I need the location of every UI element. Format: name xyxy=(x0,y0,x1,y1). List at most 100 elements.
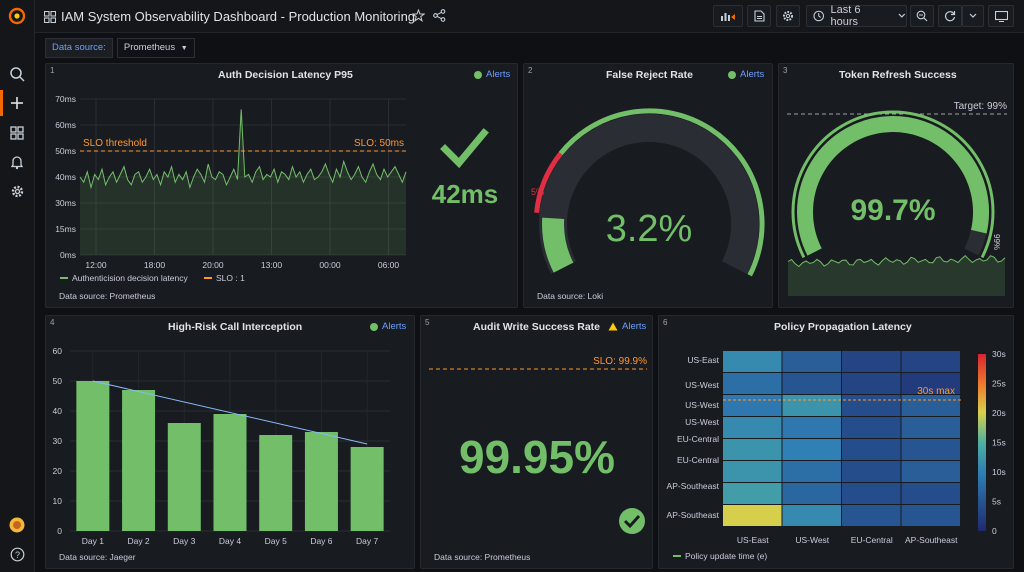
heatmap-cell xyxy=(901,395,960,416)
panel-title[interactable]: High-Risk Call Interception xyxy=(168,321,303,333)
alerts-label: Alerts xyxy=(382,321,407,332)
x-tick-label: 18:00 xyxy=(144,260,166,270)
panel-alerts[interactable]: Alerts xyxy=(728,69,764,80)
scale-tick-label: 0 xyxy=(992,526,997,536)
data-source-label: Data source: Loki xyxy=(537,291,604,301)
add-panel-button[interactable] xyxy=(713,5,743,27)
y-tick-label: 60 xyxy=(53,346,63,356)
gauge-threshold-label: 5% xyxy=(531,187,544,197)
alerts-label: Alerts xyxy=(622,321,647,332)
sparkline-line xyxy=(787,255,1006,268)
panel-high-risk[interactable]: 4 High-Risk Call Interception Alerts 0 10… xyxy=(45,315,415,569)
datasource-variable-value: Prometheus xyxy=(123,42,176,53)
y-tick-label: 10 xyxy=(53,496,63,506)
success-check-icon xyxy=(619,508,645,534)
tv-mode-button[interactable] xyxy=(988,5,1014,27)
scale-tick-label: 25s xyxy=(992,379,1006,389)
avatar[interactable] xyxy=(8,516,26,534)
bar xyxy=(122,390,156,531)
heatmap-cell xyxy=(723,395,782,416)
panel-title[interactable]: Auth Decision Latency P95 xyxy=(218,69,353,81)
top-navbar: IAM System Observability Dashboard - Pro… xyxy=(35,0,1024,33)
panel-audit-write[interactable]: 5 Audit Write Success Rate Alerts SLO: 9… xyxy=(420,315,653,569)
column-label: EU-Central xyxy=(851,535,893,545)
legend-label: Policy update time (e) xyxy=(685,551,767,561)
refresh-button[interactable] xyxy=(938,5,962,27)
dashboard-title[interactable]: IAM System Observability Dashboard - Pro… xyxy=(61,9,416,24)
heatmap-cell xyxy=(723,505,782,526)
heatmap-cell xyxy=(782,373,841,394)
bar xyxy=(350,447,384,531)
y-tick-label: 50 xyxy=(53,376,63,386)
time-range-picker[interactable]: Last 6 hours xyxy=(806,4,907,28)
bar xyxy=(213,414,247,531)
heatmap-cell xyxy=(901,461,960,482)
gauge-side-label: 99% xyxy=(992,234,1001,250)
search-icon[interactable] xyxy=(8,65,26,83)
datasource-variable-select[interactable]: Prometheus ▼ xyxy=(116,38,195,58)
grafana-logo-icon[interactable] xyxy=(8,7,26,25)
panel-title[interactable]: False Reject Rate xyxy=(606,69,693,81)
panel-false-reject[interactable]: 2 False Reject Rate Alerts 5% 3.2% Data … xyxy=(523,63,773,308)
share-icon[interactable] xyxy=(433,9,446,27)
panel-number: 2 xyxy=(528,66,533,75)
heatmap-cell xyxy=(842,417,901,438)
alerts-label: Alerts xyxy=(486,69,511,80)
heatmap-cell xyxy=(782,351,841,372)
panel-alerts[interactable]: Alerts xyxy=(608,321,646,332)
plus-icon[interactable] xyxy=(8,94,26,112)
panel-alerts[interactable]: Alerts xyxy=(370,321,406,332)
help-icon[interactable]: ? xyxy=(8,545,26,563)
row-label: US-West xyxy=(685,380,719,390)
heatmap-cell xyxy=(901,373,960,394)
panel-token-refresh[interactable]: 3 Token Refresh Success Target: 99% 99.7… xyxy=(778,63,1014,308)
panel-title[interactable]: Token Refresh Success xyxy=(839,69,957,81)
color-scale-bar xyxy=(978,354,986,531)
gauge-threshold-green xyxy=(558,108,765,277)
panel-auth-latency[interactable]: 1 Auth Decision Latency P95 Alerts SLO t… xyxy=(45,63,518,308)
max-threshold-label: 30s max xyxy=(917,386,955,397)
dashboards-icon[interactable] xyxy=(8,124,26,142)
alert-status-dot xyxy=(474,70,482,79)
heatmap-cell xyxy=(723,417,782,438)
chevron-down-icon xyxy=(898,13,906,18)
scale-tick-label: 30s xyxy=(992,349,1006,359)
panel-number: 6 xyxy=(663,318,668,327)
gear-icon[interactable] xyxy=(8,182,26,200)
zoom-out-icon xyxy=(916,10,928,22)
panel-title[interactable]: Policy Propagation Latency xyxy=(774,321,912,333)
x-tick-label: 20:00 xyxy=(202,260,224,270)
x-tick-label: 12:00 xyxy=(85,260,107,270)
data-source-label: Data source: Jaeger xyxy=(59,552,136,562)
heatmap-cell xyxy=(901,439,960,460)
gear-icon xyxy=(783,11,793,21)
zoom-out-button[interactable] xyxy=(910,5,934,27)
y-tick-label: 40 xyxy=(53,406,63,416)
slo-label: SLO: 99.9% xyxy=(593,356,647,367)
scale-tick-label: 5s xyxy=(992,497,1001,507)
x-tick-label: Day 5 xyxy=(265,536,287,546)
svg-text:?: ? xyxy=(14,550,19,560)
panel-alerts[interactable]: Alerts xyxy=(474,69,510,80)
heatmap-cell xyxy=(723,483,782,504)
audit-write-value: 99.95% xyxy=(459,431,615,483)
star-icon[interactable] xyxy=(411,8,426,27)
heatmap-cell xyxy=(901,351,960,372)
settings-button[interactable] xyxy=(776,5,800,27)
x-tick-label: Day 4 xyxy=(219,536,241,546)
bell-icon[interactable] xyxy=(8,153,26,171)
row-label: EU-Central xyxy=(677,434,719,444)
save-dashboard-button[interactable] xyxy=(747,5,771,27)
refresh-interval-dropdown[interactable] xyxy=(962,5,984,27)
panel-number: 3 xyxy=(783,66,788,75)
panel-title[interactable]: Audit Write Success Rate xyxy=(473,321,601,333)
column-label: US-East xyxy=(737,535,769,545)
row-label: US-East xyxy=(687,355,719,365)
heatmap-cell xyxy=(842,351,901,372)
monitor-icon xyxy=(994,10,1008,22)
panel-policy-propagation[interactable]: 6 Policy Propagation Latency US-East US-W… xyxy=(658,315,1014,569)
bar xyxy=(304,432,338,531)
x-tick-label: 13:00 xyxy=(261,260,283,270)
x-tick-label: 00:00 xyxy=(319,260,341,270)
alerts-label: Alerts xyxy=(740,69,765,80)
